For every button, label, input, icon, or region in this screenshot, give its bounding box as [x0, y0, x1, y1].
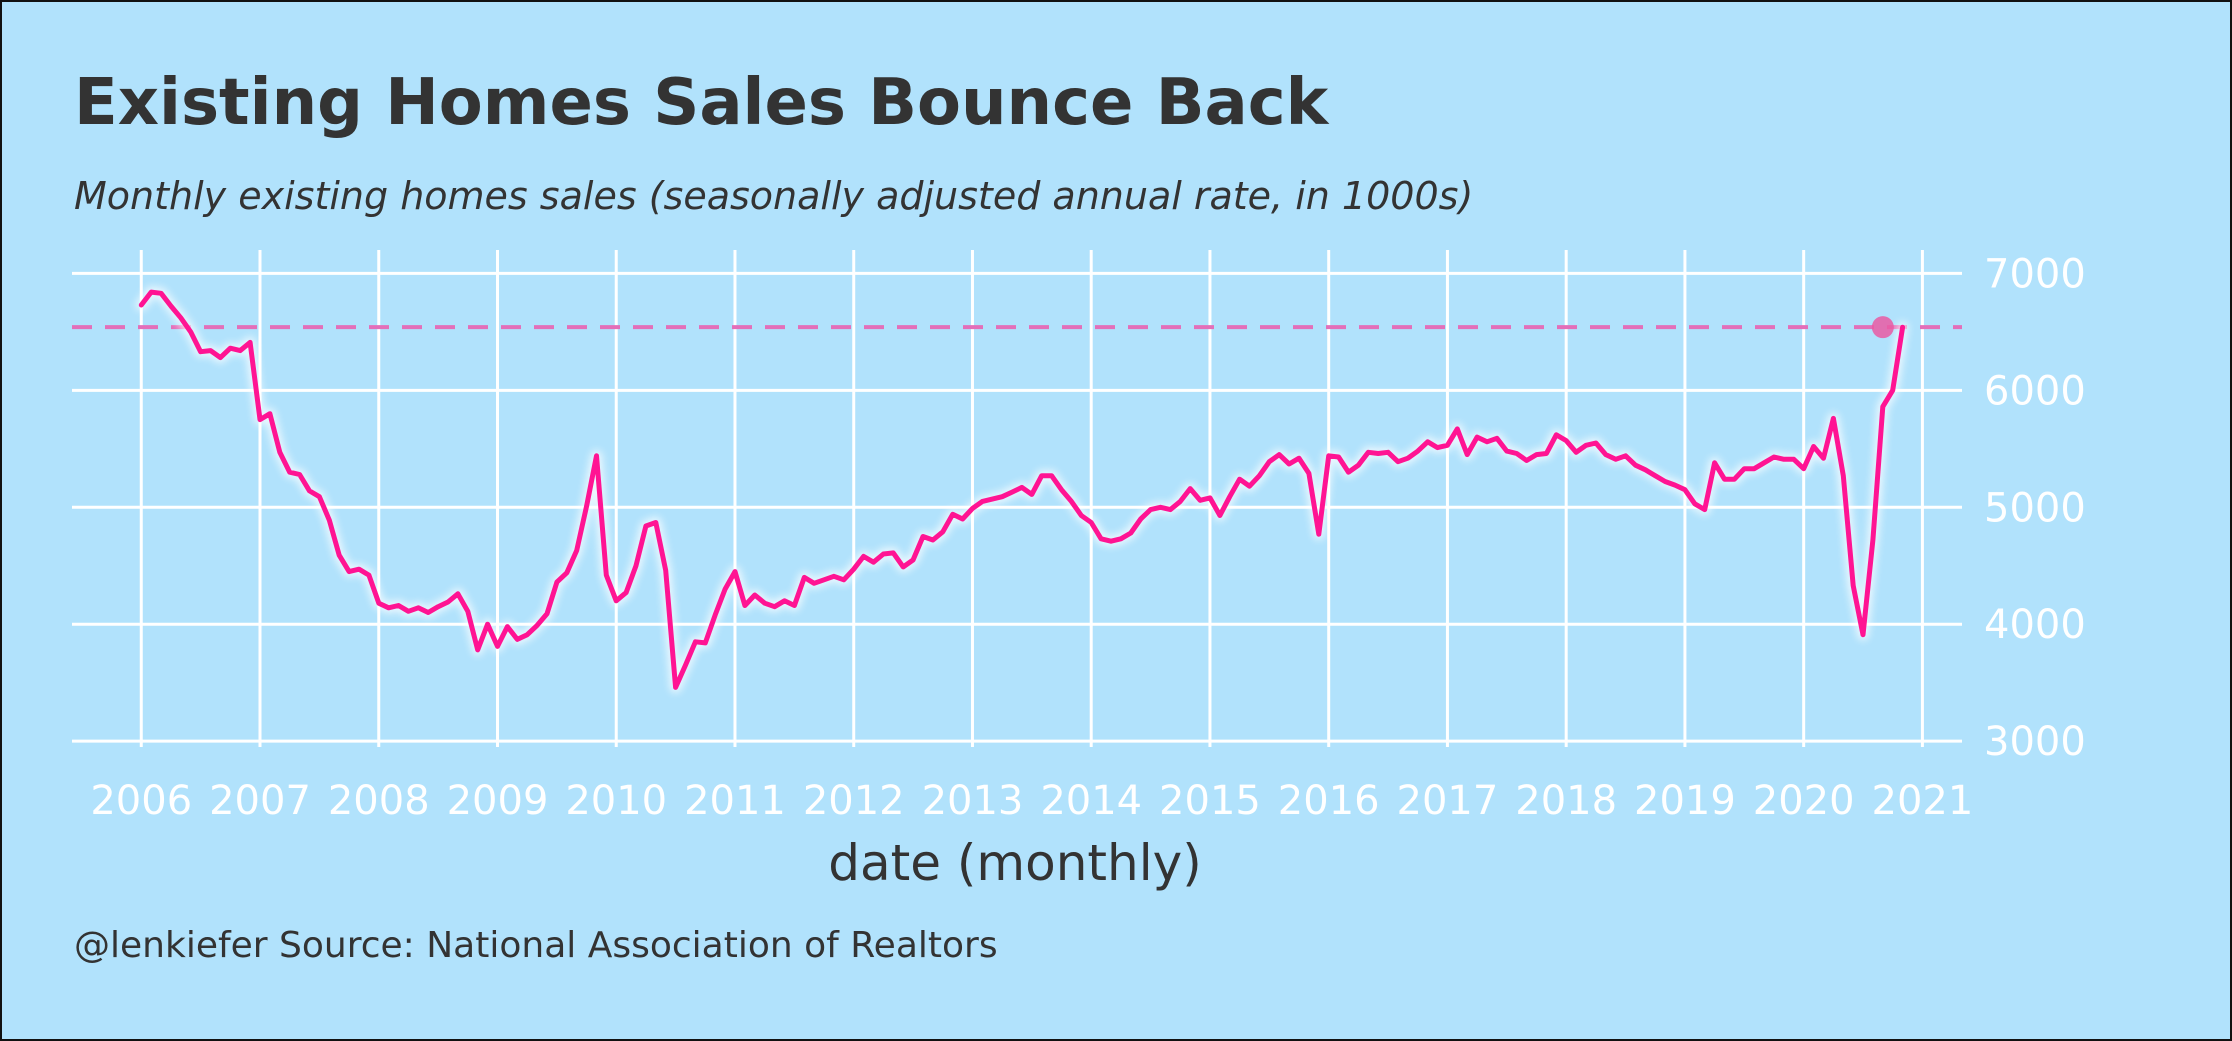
chart-subtitle: Monthly existing homes sales (seasonally…: [74, 174, 1473, 218]
x-tick-label: 2018: [1515, 778, 1617, 824]
series-line: [138, 289, 1906, 690]
x-axis-label: date (monthly): [828, 834, 1201, 892]
x-tick-label: 2014: [1040, 778, 1142, 824]
x-tick-label: 2017: [1397, 778, 1499, 824]
x-tick-label: 2021: [1872, 778, 1974, 824]
horizontal-gridlines: [72, 271, 1962, 743]
chart-title: Existing Homes Sales Bounce Back: [74, 66, 1330, 140]
y-tick-label: 3000: [1984, 719, 2086, 765]
x-tick-label: 2011: [684, 778, 786, 824]
x-tick-label: 2020: [1753, 778, 1855, 824]
x-tick-label: 2016: [1278, 778, 1380, 824]
y-tick-label: 4000: [1984, 602, 2086, 648]
x-tick-label: 2012: [803, 778, 905, 824]
y-tick-label: 7000: [1984, 251, 2086, 297]
highlight-point: [1871, 316, 1894, 339]
chart-caption: @lenkiefer Source: National Association …: [74, 925, 998, 966]
x-tick-label: 2008: [328, 778, 430, 824]
x-tick-label: 2007: [209, 778, 311, 824]
y-tick-label: 5000: [1984, 485, 2086, 531]
x-tick-label: 2009: [447, 778, 549, 824]
x-tick-label: 2006: [90, 778, 192, 824]
y-axis-ticks: 3000 4000 5000 6000 7000: [1984, 251, 2086, 765]
x-tick-label: 2019: [1634, 778, 1736, 824]
y-tick-label: 6000: [1984, 368, 2086, 414]
x-tick-label: 2013: [922, 778, 1024, 824]
series-layer: [135, 286, 1909, 693]
x-tick-label: 2010: [565, 778, 667, 824]
x-axis-ticks: 2006 2007 2008 2009 2010 2011 2012 2013 2014 2015…: [90, 778, 1973, 824]
x-tick-label: 2015: [1159, 778, 1261, 824]
